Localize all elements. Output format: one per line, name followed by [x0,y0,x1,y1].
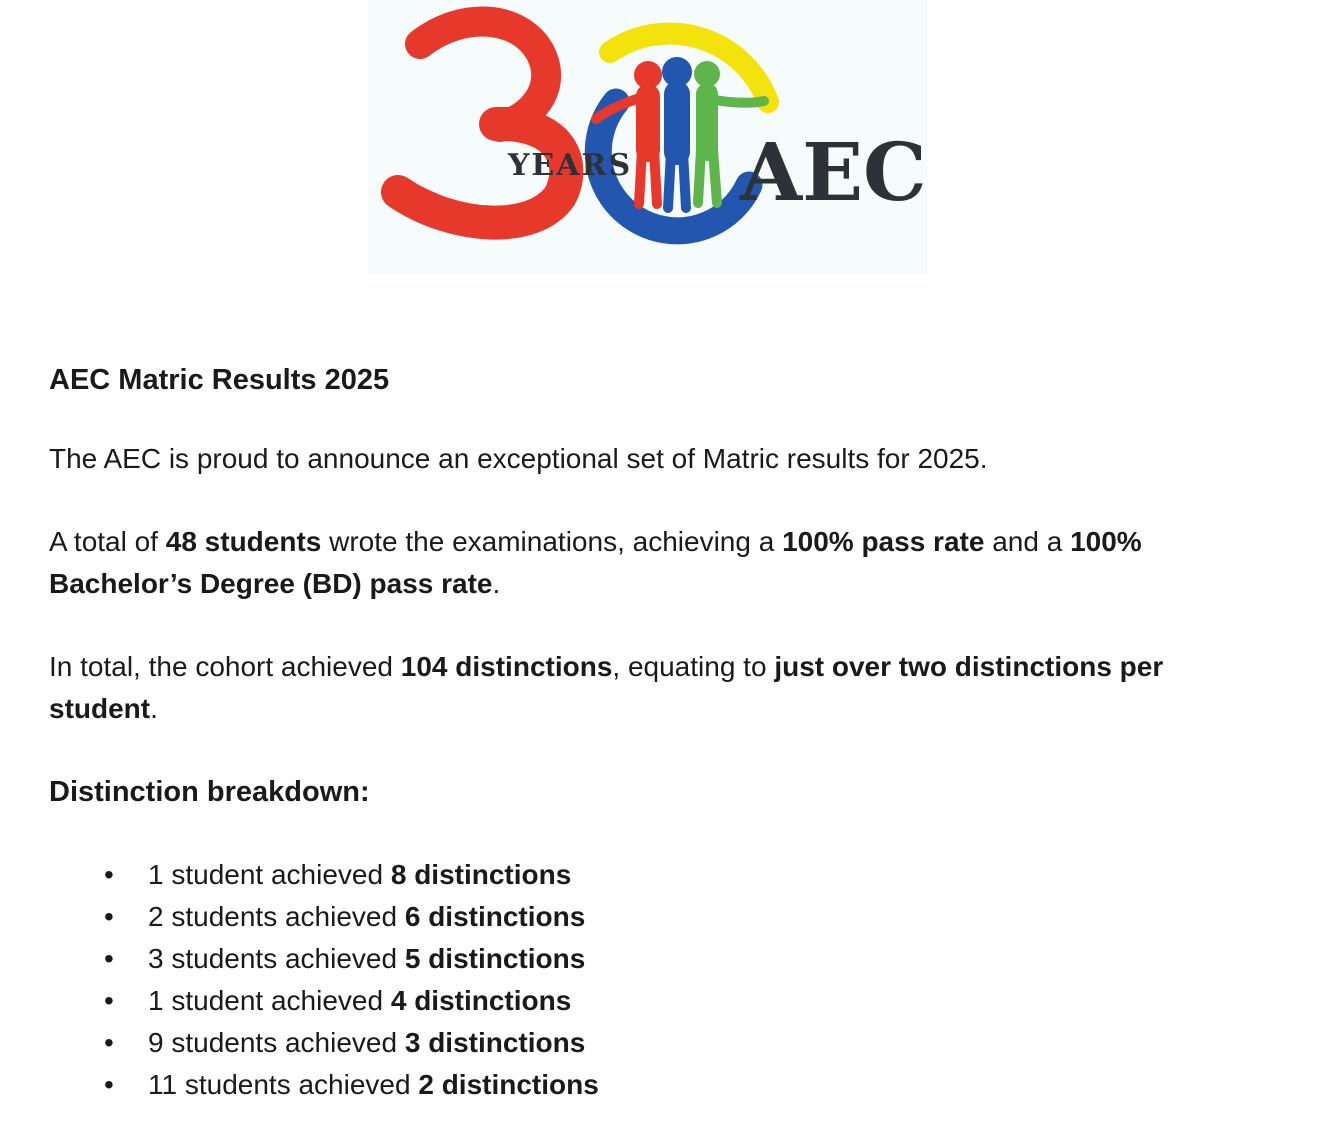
logo-artwork: YEARS AEC [368,0,927,274]
list-item: 11 students achieved 2 distinctions [104,1064,1269,1106]
list-item: 1 student achieved 8 distinctions [104,854,1269,896]
breakdown-heading: Distinction breakdown: [49,776,370,808]
list-item: 2 students achieved 6 distinctions [104,896,1269,938]
figure-red-legs [634,145,662,209]
figure-green-legs [693,145,722,208]
pass-rate-paragraph: A total of 48 students wrote the examina… [49,526,1142,599]
total-distinctions-paragraph: In total, the cohort achieved 104 distin… [49,651,1164,724]
intro-paragraph: The AEC is proud to announce an exceptio… [49,443,988,474]
list-item: 1 student achieved 4 distinctions [104,980,1269,1022]
numeral-3-bottom-stroke [381,106,584,240]
figure-red-icon [591,61,662,209]
logo-years-label: YEARS [507,148,632,183]
figure-green-icon [693,61,769,208]
list-item: 9 students achieved 3 distinctions [104,1022,1269,1064]
figure-red-head [634,61,662,89]
document-body: AEC Matric Results 2025 The AEC is proud… [0,359,1318,1106]
numeral-3-top-stroke [405,6,562,142]
figure-green-head [694,61,720,87]
figure-blue-head [662,57,692,87]
figure-green-arm [710,95,769,108]
aec-30-years-logo: YEARS AEC [368,0,927,274]
page-title: AEC Matric Results 2025 [49,364,390,396]
figure-blue-icon [662,57,692,213]
yellow-arc-icon [599,22,779,113]
figure-blue-legs [663,147,691,213]
list-item: 3 students achieved 5 distinctions [104,938,1269,980]
logo-aec-label: AEC [739,125,927,219]
distinction-breakdown-list: 1 student achieved 8 distinctions 2 stud… [49,854,1269,1106]
numeral-0-blue-arc [584,88,763,245]
figure-red-arm [591,93,645,124]
numeral-30-icon [381,6,763,245]
